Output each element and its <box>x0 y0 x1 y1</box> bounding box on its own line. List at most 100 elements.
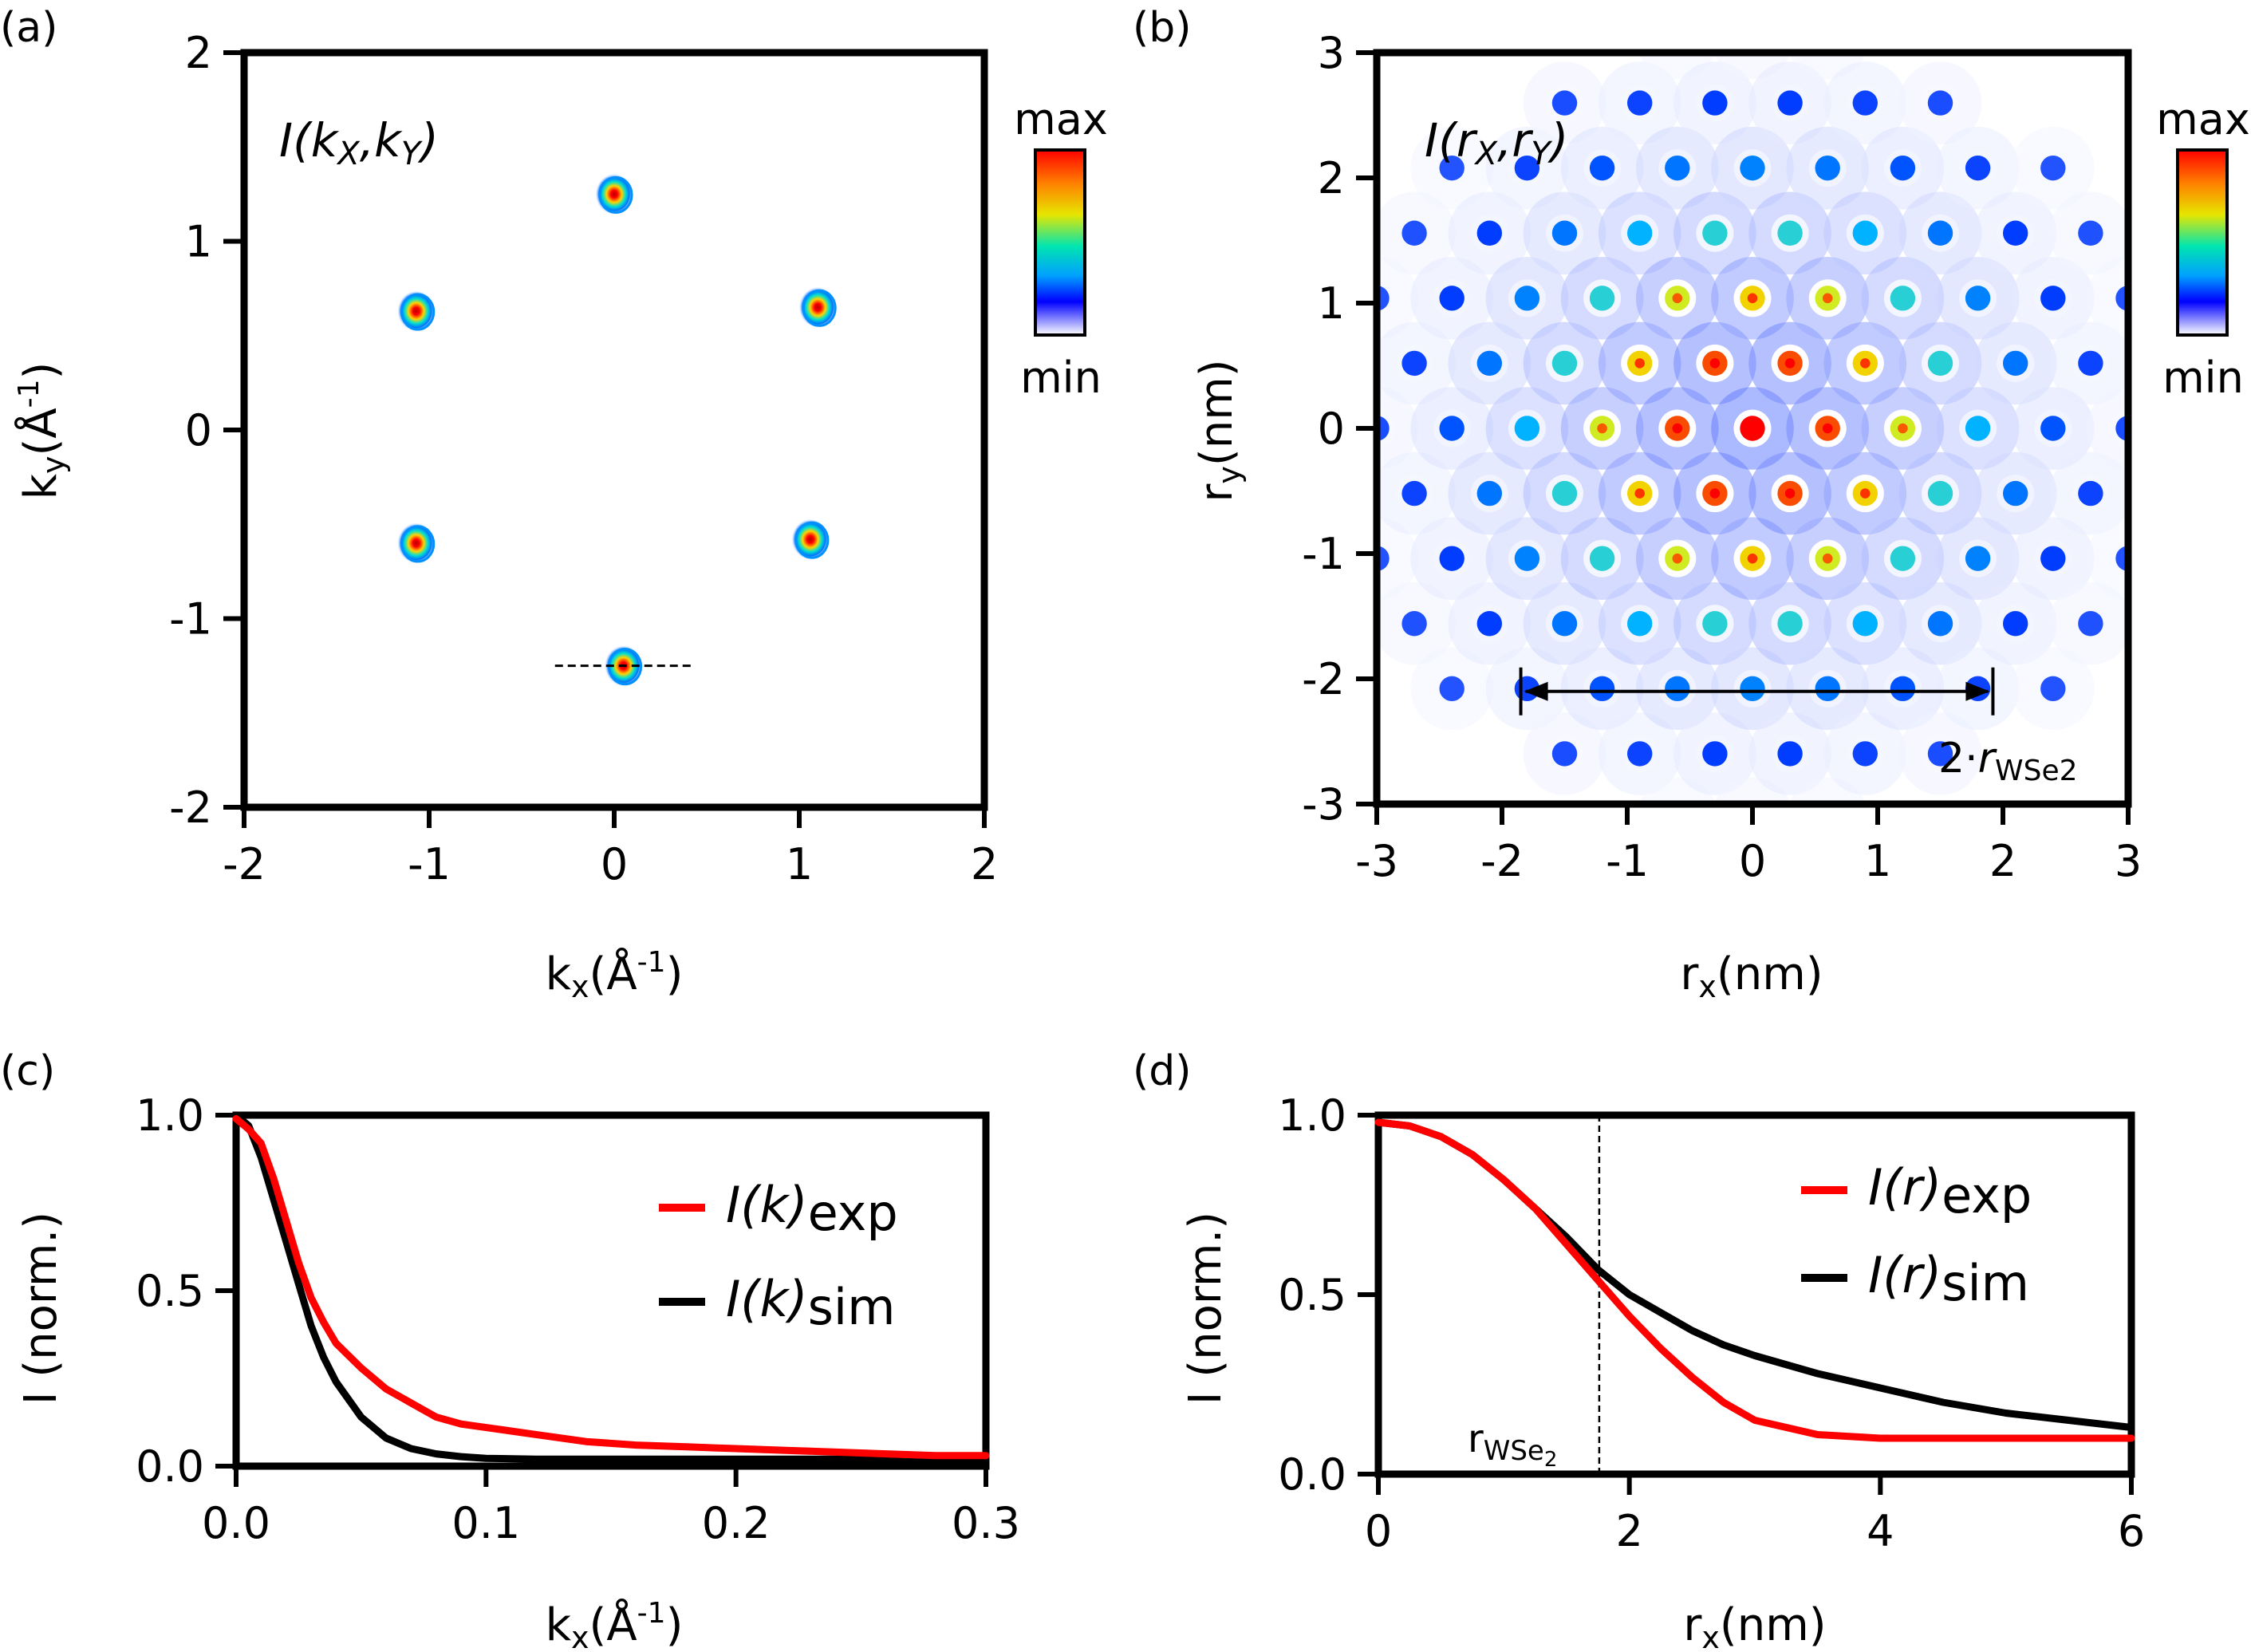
lattice-spot <box>1476 220 1503 246</box>
lattice-core <box>1822 293 1833 304</box>
lattice-spot <box>1476 611 1503 637</box>
panel-b-annotation: 2·rWSe2 <box>1938 735 2078 787</box>
lattice-spot <box>2078 350 2103 377</box>
x-tick-label: 0 <box>601 839 628 889</box>
lattice-core <box>1898 423 1908 434</box>
x-tick-label: 0 <box>1365 1506 1392 1556</box>
lattice-spot <box>2003 611 2028 637</box>
panel-d-legend: I(r)exp I(r)sim <box>1801 1158 2032 1312</box>
panel-b-xlabel: rx(nm) <box>1680 948 1823 1004</box>
diffraction-peak-rim <box>598 175 633 214</box>
legend-entry: I(k)exp <box>726 1176 898 1242</box>
panel-b-inset-label: I(rX,rY) <box>1425 113 1568 172</box>
lattice-core <box>1672 553 1683 564</box>
panel-c-label: (c) <box>0 1047 55 1095</box>
lattice-spot <box>1815 676 1840 702</box>
lattice-spot <box>1815 155 1840 181</box>
panel-d-annotation: rWSe2 <box>1468 1417 1557 1472</box>
lattice-spot <box>1852 220 1878 246</box>
panel-d-ticks: 0 2 4 6 0.0 0.5 1.0 <box>1278 1090 2145 1556</box>
lattice-spot <box>1476 480 1503 507</box>
lattice-spot <box>1589 676 1615 702</box>
lattice-spot <box>1551 350 1578 377</box>
panel-c-lines <box>232 1111 990 1463</box>
lattice-spot <box>1852 611 1878 637</box>
lattice-spot <box>1702 741 1728 767</box>
series-line-I(r)exp <box>1374 1118 2135 1442</box>
panel-c-ylabel: I (norm.) <box>15 1212 67 1405</box>
lattice-spot <box>1965 286 1991 311</box>
y-tick-label: 0 <box>1318 404 1345 454</box>
legend-entry-sub: exp <box>808 1184 898 1242</box>
lattice-spot <box>1740 26 1764 50</box>
y-tick-label: -2 <box>1302 654 1345 704</box>
y-tick-label: 1.0 <box>136 1090 204 1141</box>
arrow-head-right <box>1965 681 1990 701</box>
lattice-spot <box>1890 286 1916 311</box>
lattice-spot <box>1589 546 1615 571</box>
panel-a-ylabel: ky(Å-1) <box>13 362 71 500</box>
lattice-spot <box>1439 676 1465 702</box>
x-tick-label: 0.0 <box>202 1498 270 1548</box>
lattice-core <box>1747 423 1758 434</box>
legend-entry-sub: sim <box>808 1278 896 1336</box>
panel-c-xlabel: kx(Å-1) <box>546 1597 684 1652</box>
legend-entry-sub: exp <box>1942 1166 2032 1224</box>
lattice-spot <box>1740 676 1765 702</box>
panel-c-ticks: 0.0 0.1 0.2 0.3 0.0 0.5 1.0 <box>136 1090 1020 1548</box>
lattice-core <box>1634 358 1645 369</box>
lattice-spot <box>1439 546 1465 571</box>
lattice-spot <box>1439 416 1465 441</box>
lattice-spot <box>1852 90 1878 116</box>
panel-a-inset-label: I(kX,kY) <box>279 113 439 172</box>
lattice-core <box>1709 488 1721 499</box>
lattice-spot <box>1890 546 1916 571</box>
lattice-spot <box>1665 806 1689 831</box>
lattice-core <box>1784 358 1796 369</box>
panel-d-ylabel: I (norm.) <box>1180 1212 1232 1405</box>
x-tick-label: 2 <box>1615 1506 1642 1556</box>
y-tick-label: -1 <box>169 594 212 645</box>
lattice-spot <box>1551 741 1578 767</box>
lattice-spot <box>1551 90 1578 116</box>
series-line-I(k)sim <box>232 1111 990 1463</box>
legend-entry-main: I(r) <box>1868 1158 1942 1216</box>
y-tick-label: -3 <box>1302 779 1345 830</box>
lattice-spot <box>1627 90 1653 116</box>
lattice-spot <box>1551 220 1578 246</box>
diffraction-peak-rim <box>400 525 436 563</box>
x-tick-label: 0 <box>1739 836 1766 886</box>
x-tick-label: 2 <box>971 839 998 889</box>
y-tick-label: 0 <box>185 405 212 455</box>
lattice-spot <box>1589 155 1615 181</box>
panel-a-colorbar-max: max <box>1014 94 1108 144</box>
lattice-halo <box>1377 387 1418 470</box>
y-tick-label: 1 <box>185 217 212 267</box>
lattice-spot <box>1777 741 1803 767</box>
panel-b-label: (b) <box>1133 4 1192 52</box>
lattice-halo <box>1377 257 1418 340</box>
lattice-core <box>1709 358 1721 369</box>
lattice-spot <box>1702 220 1728 246</box>
lattice-spot <box>2040 286 2066 311</box>
lattice-spot <box>1551 611 1578 637</box>
lattice-spot <box>1401 611 1427 637</box>
lattice-spot <box>1777 611 1803 637</box>
lattice-spot <box>1890 676 1916 702</box>
panel-a: (a) -2 -1 0 1 2 -2 -1 0 1 2 I(kX,kY) kx(Å-1) ky(Å… <box>0 4 1108 1004</box>
lattice-spot <box>2040 546 2066 571</box>
legend-entry: I(r)sim <box>1868 1246 2029 1312</box>
lattice-core <box>1747 553 1758 564</box>
lattice-spot <box>1777 220 1803 246</box>
lattice-halo <box>1377 517 1418 600</box>
lattice-core <box>1822 553 1833 564</box>
series-line-I(k)exp <box>232 1114 990 1460</box>
lattice-spot <box>1627 611 1653 637</box>
lattice-spot <box>2078 220 2103 246</box>
lattice-spot <box>1927 220 1953 246</box>
panel-d-lines <box>1374 1115 2135 1474</box>
y-tick-label: 1.0 <box>1278 1090 1346 1141</box>
panel-a-heatmap <box>396 173 838 687</box>
